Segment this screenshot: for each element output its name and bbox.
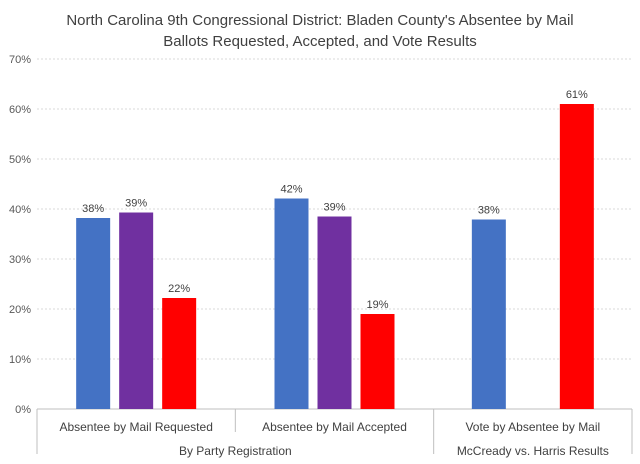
bar — [162, 298, 197, 409]
group-label: By Party Registration — [179, 444, 292, 458]
category-label: Absentee by Mail Accepted — [262, 420, 407, 434]
data-label: 42% — [280, 184, 302, 196]
y-tick-label: 20% — [9, 304, 31, 316]
data-label: 61% — [566, 89, 588, 101]
bar — [119, 212, 154, 409]
chart-title-line-1: North Carolina 9th Congressional Distric… — [66, 12, 574, 29]
chart-title: North Carolina 9th Congressional Distric… — [0, 10, 640, 52]
data-label: 38% — [478, 205, 500, 217]
y-tick-label: 0% — [15, 404, 31, 416]
bar — [360, 314, 395, 409]
bar — [471, 219, 506, 409]
y-tick-label: 30% — [9, 254, 31, 266]
y-tick-label: 50% — [9, 154, 31, 166]
y-tick-label: 60% — [9, 104, 31, 116]
category-label: Vote by Absentee by Mail — [465, 420, 600, 434]
group-label: McCready vs. Harris Results — [457, 444, 609, 458]
bar — [274, 198, 309, 409]
y-tick-label: 10% — [9, 354, 31, 366]
data-label: 39% — [125, 198, 147, 210]
data-label: 38% — [82, 203, 104, 215]
y-tick-label: 40% — [9, 204, 31, 216]
bar — [559, 104, 594, 409]
chart-title-line-2: Ballots Requested, Accepted, and Vote Re… — [163, 33, 477, 50]
category-label: Absentee by Mail Requested — [59, 420, 212, 434]
data-label: 22% — [168, 283, 190, 295]
bar — [76, 218, 111, 409]
data-label: 39% — [323, 202, 345, 214]
data-label: 19% — [366, 299, 388, 311]
y-tick-label: 70% — [9, 54, 31, 66]
bar — [317, 216, 352, 409]
